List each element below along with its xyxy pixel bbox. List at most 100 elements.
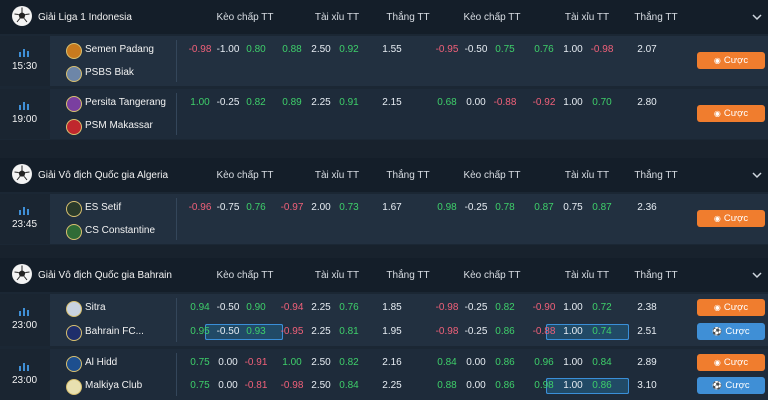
- odds-value[interactable]: -0.98: [590, 43, 614, 55]
- win-odds[interactable]: 2.07: [637, 43, 657, 55]
- team-name[interactable]: Semen Padang: [85, 43, 154, 55]
- win-odds[interactable]: 1.55: [382, 43, 402, 55]
- odds-value[interactable]: 0.87: [592, 201, 612, 213]
- odds-value[interactable]: 0.95: [190, 325, 210, 337]
- odds-value[interactable]: 0.84: [339, 380, 359, 392]
- win-odds[interactable]: 2.25: [382, 380, 402, 392]
- team-name[interactable]: Sitra: [85, 302, 106, 314]
- odds-value[interactable]: 0.72: [592, 302, 612, 314]
- league-header[interactable]: Giải Vô địch Quốc gia Algeria Kèo chấp TT…: [0, 158, 768, 192]
- odds-value[interactable]: 0.86: [592, 380, 612, 392]
- win-odds[interactable]: 1.95: [382, 325, 402, 337]
- odds-value[interactable]: -0.95: [435, 43, 459, 55]
- win-odds[interactable]: 2.16: [382, 356, 402, 368]
- team-name[interactable]: CS Constantine: [85, 224, 156, 236]
- odds-value[interactable]: -0.98: [435, 325, 459, 337]
- odds-value[interactable]: 0.74: [592, 325, 612, 337]
- win-odds[interactable]: 2.89: [637, 356, 657, 368]
- odds-value[interactable]: -0.95: [280, 325, 304, 337]
- win-odds[interactable]: 2.15: [382, 96, 402, 108]
- odds-value[interactable]: -0.96: [188, 201, 212, 213]
- odds-value[interactable]: 0.92: [339, 43, 359, 55]
- odds-value[interactable]: 0.94: [190, 302, 210, 314]
- win-odds[interactable]: 1.67: [382, 201, 402, 213]
- odds-value[interactable]: 0.90: [246, 302, 266, 314]
- chevron-down-icon[interactable]: [750, 168, 764, 182]
- odds-value[interactable]: -0.90: [532, 302, 556, 314]
- odds-value[interactable]: 0.75: [495, 43, 515, 55]
- team-name[interactable]: Al Hidd: [85, 356, 118, 368]
- odds-value[interactable]: 0.98: [437, 201, 457, 213]
- odds-value[interactable]: 0.78: [495, 201, 515, 213]
- team-name[interactable]: Persita Tangerang: [85, 96, 166, 108]
- odds-value[interactable]: -0.91: [244, 356, 268, 368]
- odds-value[interactable]: 0.86: [495, 356, 515, 368]
- odds-value[interactable]: 0.86: [495, 380, 515, 392]
- odds-value[interactable]: -0.98: [280, 380, 304, 392]
- chevron-down-icon[interactable]: [750, 10, 764, 24]
- stats-icon[interactable]: [18, 306, 30, 316]
- odds-value[interactable]: -0.88: [493, 96, 517, 108]
- odds-value[interactable]: 0.87: [534, 201, 554, 213]
- odds-value[interactable]: 0.73: [339, 201, 359, 213]
- team-name[interactable]: Malkiya Club: [85, 380, 143, 392]
- odds-value[interactable]: 1.00: [282, 356, 302, 368]
- odds-value[interactable]: 0.82: [339, 356, 359, 368]
- odds-value[interactable]: 0.76: [534, 43, 554, 55]
- odds-value[interactable]: -0.94: [280, 302, 304, 314]
- team-name[interactable]: Bahrain FC...: [85, 325, 144, 337]
- win-odds[interactable]: 2.36: [637, 201, 657, 213]
- odds-value[interactable]: 0.91: [339, 96, 359, 108]
- odds-value[interactable]: 0.88: [437, 380, 457, 392]
- odds-value[interactable]: -0.98: [188, 43, 212, 55]
- odds-value[interactable]: 0.70: [592, 96, 612, 108]
- odds-value[interactable]: 0.82: [495, 302, 515, 314]
- odds-value[interactable]: 0.75: [190, 380, 210, 392]
- team-name[interactable]: ES Setif: [85, 201, 122, 213]
- odds-value[interactable]: -0.97: [280, 201, 304, 213]
- league-header[interactable]: Giải Vô địch Quốc gia Bahrain Kèo chấp TT…: [0, 258, 768, 292]
- stats-icon[interactable]: [18, 100, 30, 110]
- odds-value[interactable]: 0.84: [592, 356, 612, 368]
- odds-value[interactable]: -0.92: [532, 96, 556, 108]
- bet-button[interactable]: ⚽ Cược: [697, 377, 765, 395]
- odds-value[interactable]: 0.82: [246, 96, 266, 108]
- odds-value[interactable]: 0.81: [339, 325, 359, 337]
- odds-value[interactable]: 0.86: [495, 325, 515, 337]
- odds-value[interactable]: 0.89: [282, 96, 302, 108]
- bet-button[interactable]: ◉ Cược: [697, 210, 765, 227]
- bet-button[interactable]: ◉ Cược: [697, 353, 765, 371]
- odds-value[interactable]: 0.88: [282, 43, 302, 55]
- odds-value[interactable]: 0.93: [246, 325, 266, 337]
- team-logo: [66, 324, 82, 341]
- win-odds[interactable]: 1.85: [382, 302, 402, 314]
- stats-icon[interactable]: [18, 205, 30, 215]
- odds-value[interactable]: 0.76: [339, 302, 359, 314]
- odds-value[interactable]: 0.75: [190, 356, 210, 368]
- odds-value[interactable]: -0.81: [244, 380, 268, 392]
- bet-button[interactable]: ⚽ Cược: [697, 322, 765, 340]
- win-odds[interactable]: 2.80: [637, 96, 657, 108]
- bet-button[interactable]: ◉ Cược: [697, 105, 765, 122]
- odds-value[interactable]: 0.80: [246, 43, 266, 55]
- odds-value[interactable]: 0.96: [534, 356, 554, 368]
- odds-value[interactable]: 0.68: [437, 96, 457, 108]
- win-odds[interactable]: 2.38: [637, 302, 657, 314]
- odds-value[interactable]: -0.88: [532, 325, 556, 337]
- win-odds[interactable]: 2.51: [637, 325, 657, 337]
- stats-icon[interactable]: [18, 47, 30, 57]
- bet-button[interactable]: ◉ Cược: [697, 299, 765, 317]
- odds-value[interactable]: 0.76: [246, 201, 266, 213]
- odds-value[interactable]: 0.84: [437, 356, 457, 368]
- bet-button[interactable]: ◉ Cược: [697, 52, 765, 69]
- win-odds[interactable]: 3.10: [637, 380, 657, 392]
- odds-value: 0.75: [563, 201, 583, 213]
- odds-value[interactable]: -0.98: [435, 302, 459, 314]
- stats-icon[interactable]: [18, 361, 30, 371]
- odds-value[interactable]: 1.00: [190, 96, 210, 108]
- team-name[interactable]: PSM Makassar: [85, 119, 153, 131]
- team-name[interactable]: PSBS Biak: [85, 66, 134, 78]
- league-header[interactable]: Giải Liga 1 Indonesia Kèo chấp TT Tài xỉu …: [0, 0, 768, 34]
- chevron-down-icon[interactable]: [750, 268, 764, 282]
- odds-value[interactable]: 0.98: [534, 380, 554, 392]
